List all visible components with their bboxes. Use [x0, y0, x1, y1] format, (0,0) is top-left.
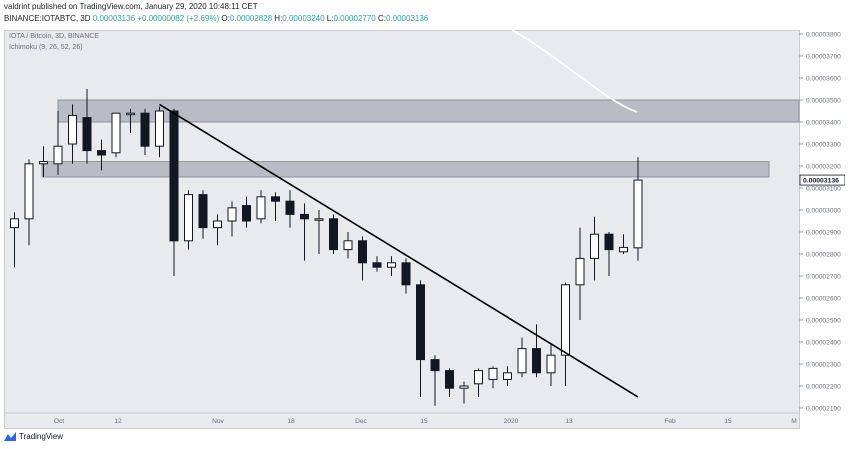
candle-up	[633, 179, 643, 249]
candle-up	[619, 246, 628, 253]
resistance-zone	[41, 161, 770, 178]
candle-up	[314, 218, 324, 221]
close-label: C:	[377, 14, 386, 23]
candle-up	[53, 145, 63, 165]
time-tick-label: 13	[565, 418, 573, 425]
last-price: 0.00003136	[92, 14, 136, 23]
high-label: H:	[274, 14, 283, 23]
time-tick-label: 2020	[504, 418, 519, 425]
candle-down	[416, 284, 425, 361]
legend-indicator[interactable]: Ichimoku (9, 26, 52, 26)	[9, 44, 83, 51]
candle-up	[39, 161, 48, 165]
candle-up	[126, 112, 135, 116]
candle-up	[155, 110, 164, 147]
price-tick-label: 0.00003100	[806, 186, 841, 193]
candle-up	[474, 370, 483, 385]
price-tick-label: 0.00003800	[806, 32, 841, 39]
candle-up	[503, 372, 512, 380]
candle-up	[575, 257, 585, 286]
candle-up	[343, 240, 353, 251]
candle-up	[256, 196, 266, 220]
last-price-tag	[799, 174, 845, 186]
price-tick-label: 0.00002800	[806, 252, 841, 259]
candlestick-chart[interactable]: 0.00003800 0.00003700 0.00003600 0.00003500…	[4, 30, 845, 429]
footer-brand-label: TradingView	[19, 432, 64, 441]
price-tick-label: 0.00002100	[806, 406, 841, 413]
candle-down	[140, 112, 150, 147]
price-tick-label: 0.00002300	[806, 362, 841, 369]
time-tick-label: Nov	[212, 418, 224, 425]
price-tick-label: 0.00003200	[806, 164, 841, 171]
candle-down	[372, 262, 382, 268]
candle-up	[10, 218, 19, 229]
candle-down	[242, 205, 251, 222]
close-value: 0.00003136	[385, 14, 429, 23]
candle-down	[285, 200, 295, 215]
symbol-label: BINANCE:IOTABTC, 3D	[4, 14, 91, 23]
open-label: O:	[221, 14, 230, 23]
candle-up	[227, 207, 237, 222]
candle-down	[82, 117, 92, 152]
candle-up	[213, 220, 222, 229]
price-tick-label: 0.00002200	[806, 384, 841, 391]
candle-up	[68, 114, 77, 145]
legend-title: IOTA / Bitcoin, 3D, BINANCE	[9, 33, 100, 40]
last-price-label: 0.00003136	[803, 178, 839, 185]
candle-down	[445, 370, 454, 389]
price-tick-label: 0.00002700	[806, 274, 841, 281]
candle-up	[590, 233, 599, 259]
price-tick-label: 0.00002600	[806, 296, 841, 303]
tradingview-logo-icon	[4, 432, 16, 441]
price-axis[interactable]	[799, 30, 845, 429]
price-tick-label: 0.00003500	[806, 98, 841, 105]
candle-up	[184, 194, 193, 242]
low-label: L:	[326, 14, 334, 23]
open-value: 0.00002828	[229, 14, 273, 23]
footer-brand[interactable]: TradingView	[4, 432, 63, 441]
price-tick-label: 0.00003300	[806, 142, 841, 149]
candle-down	[169, 110, 179, 242]
candle-down	[198, 194, 208, 229]
price-tick-label: 0.00003700	[806, 54, 841, 61]
candle-up	[546, 354, 556, 374]
time-tick-label: M	[791, 418, 797, 425]
candle-up	[561, 284, 570, 356]
price-tick-label: 0.00003600	[806, 76, 841, 83]
candle-up	[488, 367, 498, 380]
candle-up	[517, 348, 527, 374]
publisher-line: valdrint published on TradingView.com, J…	[4, 2, 258, 11]
time-tick-label: Dec	[355, 418, 367, 425]
candle-up	[24, 163, 34, 220]
candle-down	[358, 240, 367, 264]
low-value: 0.00002770	[333, 14, 376, 23]
candle-down	[430, 359, 440, 372]
ichimoku-line	[511, 30, 638, 113]
candle-down	[329, 218, 338, 251]
chart-pane[interactable]	[4, 30, 845, 429]
candle-down	[401, 262, 411, 286]
candle-down	[532, 348, 541, 374]
price-tick-label: 0.00002900	[806, 230, 841, 237]
price-tick-label: 0.00003400	[806, 120, 841, 127]
price-tick-label: 0.00003000	[806, 208, 841, 215]
descending-trendline	[159, 103, 639, 398]
time-tick-label: 15	[420, 418, 428, 425]
high-value: 0.00003240	[282, 14, 325, 23]
time-tick-label: 12	[114, 418, 122, 425]
price-tick-label: 0.00002400	[806, 340, 841, 347]
candle-down	[97, 150, 106, 156]
candle-up	[387, 262, 396, 268]
candle-up	[111, 112, 121, 154]
time-tick-label: Oct	[54, 418, 64, 425]
time-tick-label: 15	[724, 418, 732, 425]
candle-down	[604, 233, 614, 251]
ohlc-line: BINANCE:IOTABTC, 3D 0.00003136 +0.000000…	[4, 14, 428, 23]
time-tick-label: 18	[287, 418, 295, 425]
time-tick-label: Feb	[664, 418, 676, 425]
candle-down	[271, 196, 280, 202]
price-tick-label: 0.00002500	[806, 318, 841, 325]
candle-down	[300, 213, 309, 220]
price-change: +0.00000082 (+2.69%)	[137, 14, 220, 23]
candle-up	[459, 385, 469, 389]
